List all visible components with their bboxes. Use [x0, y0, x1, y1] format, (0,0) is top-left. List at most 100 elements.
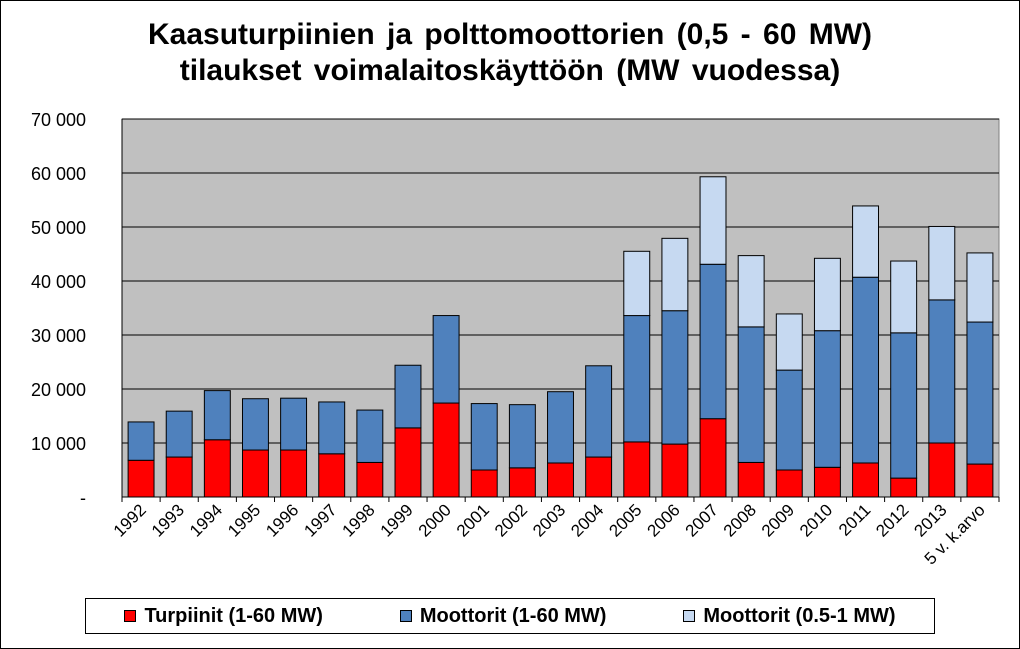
bar-segment [699, 418, 727, 498]
y-tick-label: 20 000 [31, 380, 86, 400]
x-tick-label: 1998 [338, 500, 378, 540]
bar-segment [356, 409, 384, 463]
bar-segment [547, 462, 574, 498]
bar-segment [813, 330, 841, 468]
bar-segment [470, 403, 498, 471]
bar-segment [775, 469, 803, 498]
bar-segment [928, 225, 956, 301]
x-tick-label: 2002 [491, 500, 531, 540]
bar-segment [318, 401, 346, 455]
y-tick-label: - [80, 488, 86, 508]
legend-item-moottorit-small: Moottorit (0.5-1 MW) [683, 604, 896, 628]
legend-swatch-moottorit-large [399, 610, 412, 622]
bar-segment [203, 439, 231, 498]
legend-label-turpiinit: Turpiinit (1-60 MW) [144, 604, 323, 627]
bar-segment [623, 250, 651, 317]
bar-segment [737, 461, 765, 498]
bar-segment [203, 390, 231, 441]
x-tick-label: 2001 [453, 500, 493, 540]
bar-segment [432, 315, 460, 404]
bar-segment [661, 310, 689, 445]
bar-segment [394, 427, 422, 498]
bar-segment [775, 313, 803, 371]
bar-segment [623, 315, 651, 443]
x-tick-label: 1993 [148, 500, 188, 540]
bar-segment [852, 205, 880, 278]
x-tick-label: 1999 [377, 500, 417, 540]
x-tick-label: 2012 [872, 500, 912, 540]
legend-item-turpiinit: Turpiinit (1-60 MW) [124, 605, 323, 628]
y-tick-label: 30 000 [31, 326, 86, 346]
y-tick-label: 50 000 [31, 218, 86, 238]
bar-segment [165, 410, 193, 458]
x-tick-label: 1996 [262, 500, 302, 540]
x-tick-label: 2008 [720, 500, 760, 540]
bar-segment [127, 459, 155, 498]
bar-segment [699, 263, 727, 420]
x-tick-label: 2005 [605, 500, 645, 540]
bar-segment [623, 441, 651, 498]
bar-segment [813, 466, 841, 498]
x-tick-label: 2004 [567, 500, 607, 540]
bar-segment [318, 453, 346, 498]
bar-segment [775, 369, 803, 471]
x-tick-label: 2007 [682, 500, 722, 540]
bar-segment [966, 321, 994, 465]
bar-segment [280, 397, 308, 451]
bar-segment [737, 255, 765, 328]
bar-segment [661, 443, 689, 498]
bar-segment [432, 402, 460, 498]
legend-item-moottorit-large: Moottorit (1-60 MW) [399, 604, 607, 628]
bar-segment [356, 461, 384, 498]
bar-segment [928, 442, 956, 498]
bar-segment [241, 449, 269, 498]
bar-segment [280, 449, 308, 498]
chart-title: Kaasuturpiinien ja polttomoottorien (0,5… [1, 17, 1019, 89]
legend-label-moottorit-small: Moottorit (0.5-1 MW) [703, 604, 896, 627]
bar-segment [928, 299, 956, 444]
y-tick-label: 60 000 [31, 164, 86, 184]
x-tick-label: 2009 [758, 500, 798, 540]
x-tick-label: 2010 [796, 500, 836, 540]
bar-segment [699, 176, 727, 265]
bar-segment [737, 326, 765, 463]
bar-segment [966, 252, 994, 323]
x-tick-label: 2003 [529, 500, 569, 540]
bar-segment [890, 477, 918, 498]
bar-segment [890, 260, 918, 334]
y-tick-label: 10 000 [31, 434, 86, 454]
bar-segment [127, 421, 155, 461]
y-tick-label: 40 000 [31, 272, 86, 292]
bar-segment [852, 462, 880, 498]
x-tick-label: 2000 [415, 500, 455, 540]
bar-segment [165, 456, 193, 498]
bar-segment [547, 391, 574, 464]
legend-label-moottorit-large: Moottorit (1-60 MW) [419, 604, 607, 627]
x-tick-label: 2011 [835, 500, 874, 539]
bar-segment [585, 456, 613, 498]
x-tick-label: 2006 [644, 500, 684, 540]
bar-segment [661, 237, 689, 312]
x-tick-label: 1995 [224, 500, 264, 540]
bar-segment [813, 257, 841, 332]
bar-segment [394, 364, 422, 429]
x-tick-label: 1994 [186, 500, 226, 540]
bar-segment [852, 276, 880, 464]
bar-segment [508, 467, 536, 498]
bar-segment [890, 332, 918, 479]
bar-segment [470, 469, 498, 498]
y-tick-label: 70 000 [31, 110, 86, 130]
x-tick-label: 1992 [110, 500, 150, 540]
bar-segment [966, 463, 994, 498]
bar-segment [585, 365, 613, 458]
legend-swatch-turpiinit [124, 610, 137, 622]
x-tick-label: 1997 [300, 500, 340, 540]
legend-swatch-moottorit-small [683, 610, 696, 622]
bar-segment [508, 404, 536, 469]
chart-title-line-1: Kaasuturpiinien ja polttomoottorien (0,5… [147, 18, 873, 51]
chart-legend: Turpiinit (1-60 MW) Moottorit (1-60 MW) … [85, 598, 935, 634]
chart-title-line-2: tilaukset voimalaitoskäyttöön (MW vuodes… [179, 54, 841, 87]
bar-segment [241, 398, 269, 451]
